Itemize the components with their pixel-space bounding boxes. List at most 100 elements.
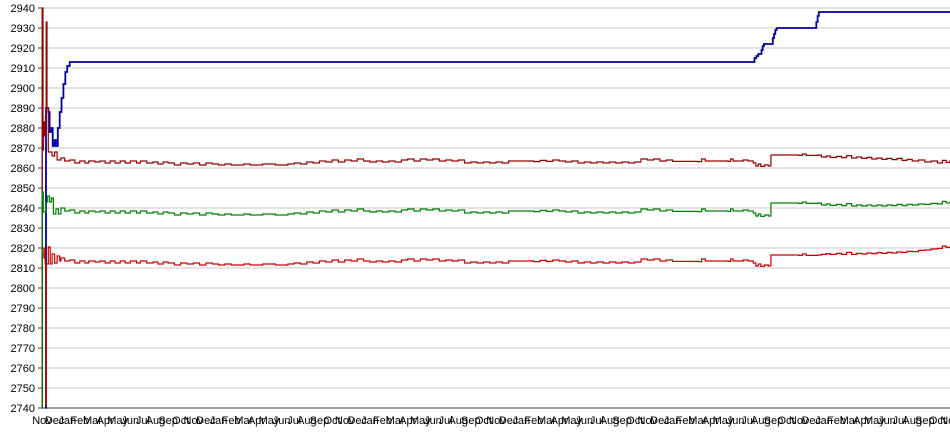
x-tick-label: Oct xyxy=(323,415,340,427)
x-tick-label: Sep xyxy=(158,415,178,427)
x-tick-label: Jan xyxy=(58,415,76,427)
y-tick-label: 2860 xyxy=(11,163,35,175)
x-tick-label: Nov xyxy=(940,415,950,427)
x-tick-label: Sep xyxy=(310,415,330,427)
y-tick-label: 2810 xyxy=(11,263,35,275)
x-tick-label: Oct xyxy=(475,415,492,427)
y-tick-label: 2850 xyxy=(11,183,35,195)
x-tick-label: Jul xyxy=(439,415,453,427)
x-tick-label: Apr xyxy=(853,415,870,427)
x-tick-label: Jan xyxy=(815,415,833,427)
x-tick-label: Oct xyxy=(929,415,946,427)
x-tick-label: Dec xyxy=(650,415,670,427)
x-tick-label: Apr xyxy=(550,415,567,427)
y-tick-label: 2790 xyxy=(11,303,35,315)
x-tick-label: Sep xyxy=(461,415,481,427)
x-tick-label: Jan xyxy=(361,415,379,427)
x-tick-label: Aug xyxy=(751,415,771,427)
x-tick-label: Oct xyxy=(626,415,643,427)
y-tick-label: 2740 xyxy=(11,403,35,415)
x-tick-label: Feb xyxy=(222,415,241,427)
x-tick-label: Nov xyxy=(789,415,809,427)
x-tick-label: Jul xyxy=(741,415,755,427)
x-tick-label: Mar xyxy=(840,415,859,427)
x-tick-label: Feb xyxy=(373,415,392,427)
y-tick-label: 2940 xyxy=(11,3,35,15)
x-tick-label: May xyxy=(107,415,128,427)
x-tick-label: Sep xyxy=(764,415,784,427)
x-tick-label: Dec xyxy=(499,415,519,427)
x-tick-label: Jun xyxy=(424,415,442,427)
x-tick-label: Jul xyxy=(287,415,301,427)
x-tick-label: May xyxy=(713,415,734,427)
x-tick-label: Aug xyxy=(600,415,620,427)
x-tick-label: Jul xyxy=(893,415,907,427)
x-tick-label: Jul xyxy=(136,415,150,427)
dark-red-band-line xyxy=(41,7,950,409)
x-tick-label: Oct xyxy=(777,415,794,427)
upper-step-line xyxy=(45,11,950,409)
x-tick-label: Sep xyxy=(915,415,935,427)
x-tick-label: Sep xyxy=(612,415,632,427)
y-tick-label: 2890 xyxy=(11,103,35,115)
x-tick-label: Feb xyxy=(524,415,543,427)
x-tick-label: Aug xyxy=(448,415,468,427)
green-middle-line xyxy=(41,191,950,409)
x-tick-label: Jun xyxy=(575,415,593,427)
x-tick-label: Jun xyxy=(727,415,745,427)
x-tick-label: Jun xyxy=(878,415,896,427)
y-tick-label: 2780 xyxy=(11,323,35,335)
y-tick-label: 2910 xyxy=(11,63,35,75)
y-tick-label: 2770 xyxy=(11,343,35,355)
y-tick-label: 2820 xyxy=(11,243,35,255)
x-tick-label: Nov xyxy=(638,415,658,427)
x-tick-label: Nov xyxy=(184,415,204,427)
x-tick-label: Dec xyxy=(347,415,367,427)
x-tick-label: Feb xyxy=(676,415,695,427)
x-tick-label: May xyxy=(864,415,885,427)
x-tick-label: Mar xyxy=(386,415,405,427)
x-tick-label: Apr xyxy=(702,415,719,427)
x-tick-label: Oct xyxy=(172,415,189,427)
y-tick-label: 2920 xyxy=(11,43,35,55)
y-tick-label: 2880 xyxy=(11,123,35,135)
y-tick-label: 2800 xyxy=(11,283,35,295)
x-tick-label: May xyxy=(259,415,280,427)
y-tick-label: 2930 xyxy=(11,23,35,35)
y-tick-label: 2840 xyxy=(11,203,35,215)
x-tick-label: Mar xyxy=(83,415,102,427)
x-tick-label: Mar xyxy=(537,415,556,427)
x-tick-label: Aug xyxy=(902,415,922,427)
x-tick-label: Apr xyxy=(399,415,416,427)
x-tick-label: Jan xyxy=(664,415,682,427)
x-tick-label: Jan xyxy=(512,415,530,427)
x-tick-label: Dec xyxy=(196,415,216,427)
x-tick-label: Feb xyxy=(70,415,89,427)
y-tick-label: 2900 xyxy=(11,83,35,95)
x-tick-label: Nov xyxy=(486,415,506,427)
x-tick-label: Apr xyxy=(96,415,113,427)
x-tick-label: Nov xyxy=(335,415,355,427)
x-tick-label: Nov xyxy=(32,415,52,427)
red-band-line xyxy=(43,245,950,405)
x-tick-label: Aug xyxy=(297,415,317,427)
x-tick-label: Jun xyxy=(273,415,291,427)
x-tick-label: Feb xyxy=(827,415,846,427)
x-tick-label: Jan xyxy=(210,415,228,427)
x-tick-label: Jun xyxy=(121,415,139,427)
x-tick-label: Dec xyxy=(801,415,821,427)
y-tick-label: 2750 xyxy=(11,383,35,395)
x-tick-label: Mar xyxy=(234,415,253,427)
x-tick-label: Apr xyxy=(248,415,265,427)
x-tick-label: Jul xyxy=(590,415,604,427)
x-tick-label: Mar xyxy=(688,415,707,427)
x-tick-label: May xyxy=(410,415,431,427)
x-tick-label: May xyxy=(561,415,582,427)
y-tick-label: 2760 xyxy=(11,363,35,375)
y-tick-label: 2830 xyxy=(11,223,35,235)
y-tick-label: 2870 xyxy=(11,143,35,155)
x-tick-label: Aug xyxy=(146,415,166,427)
x-tick-label: Dec xyxy=(45,415,65,427)
